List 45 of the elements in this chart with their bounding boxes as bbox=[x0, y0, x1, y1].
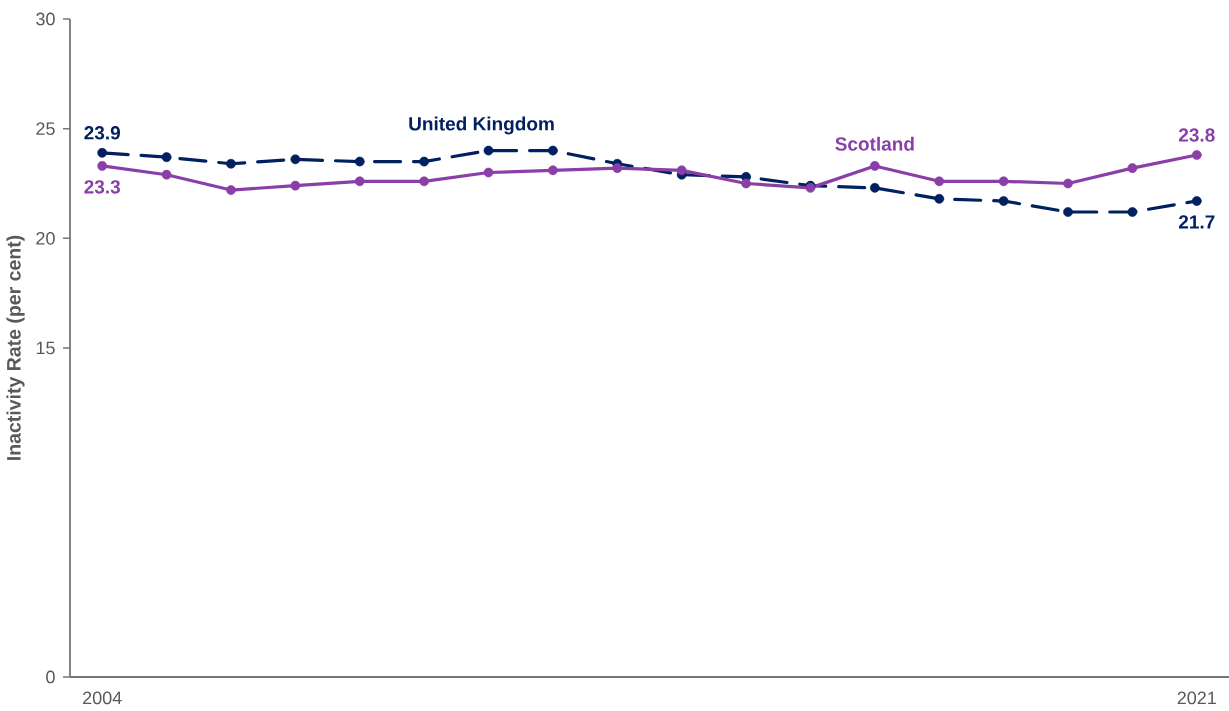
point bbox=[419, 156, 429, 167]
y-tick-label: 15 bbox=[36, 341, 55, 355]
point bbox=[161, 152, 172, 163]
point bbox=[612, 163, 623, 173]
data-label: 23.8 bbox=[1178, 128, 1215, 142]
point bbox=[1191, 150, 1202, 160]
point bbox=[226, 185, 236, 195]
series-label: United Kingdom bbox=[409, 116, 554, 135]
point bbox=[1191, 196, 1202, 206]
point bbox=[741, 178, 751, 189]
point bbox=[97, 161, 108, 171]
data-label: 23.9 bbox=[84, 126, 120, 140]
point bbox=[161, 169, 172, 180]
point bbox=[97, 147, 108, 158]
y-tick-label: 30 bbox=[36, 12, 55, 26]
y-tick-label: 20 bbox=[36, 231, 55, 245]
data-label: 23.3 bbox=[84, 180, 120, 194]
point bbox=[934, 193, 945, 204]
point bbox=[1127, 207, 1138, 217]
point bbox=[290, 154, 301, 165]
point bbox=[354, 156, 365, 167]
point bbox=[483, 145, 494, 156]
data-label: 21.7 bbox=[1178, 215, 1215, 229]
point bbox=[934, 176, 945, 187]
point bbox=[1127, 163, 1138, 173]
point bbox=[1063, 207, 1073, 217]
point bbox=[290, 180, 301, 191]
y-tick-label: 0 bbox=[46, 670, 55, 684]
point bbox=[548, 145, 558, 156]
x-tick-label: 2004 bbox=[83, 691, 122, 705]
point bbox=[354, 176, 365, 187]
point bbox=[998, 196, 1009, 206]
point bbox=[998, 176, 1009, 187]
point bbox=[419, 176, 429, 187]
y-tick-label: 25 bbox=[36, 122, 55, 136]
point bbox=[226, 158, 236, 169]
y-axis-title: Inactivity Rate (per cent) bbox=[6, 235, 25, 460]
point bbox=[870, 183, 880, 193]
x-tick-label: 2021 bbox=[1177, 691, 1216, 705]
point bbox=[676, 165, 687, 176]
point bbox=[1063, 178, 1073, 189]
point bbox=[483, 167, 494, 178]
point bbox=[870, 161, 880, 171]
series-label: Scotland bbox=[835, 136, 914, 151]
point bbox=[548, 165, 558, 176]
